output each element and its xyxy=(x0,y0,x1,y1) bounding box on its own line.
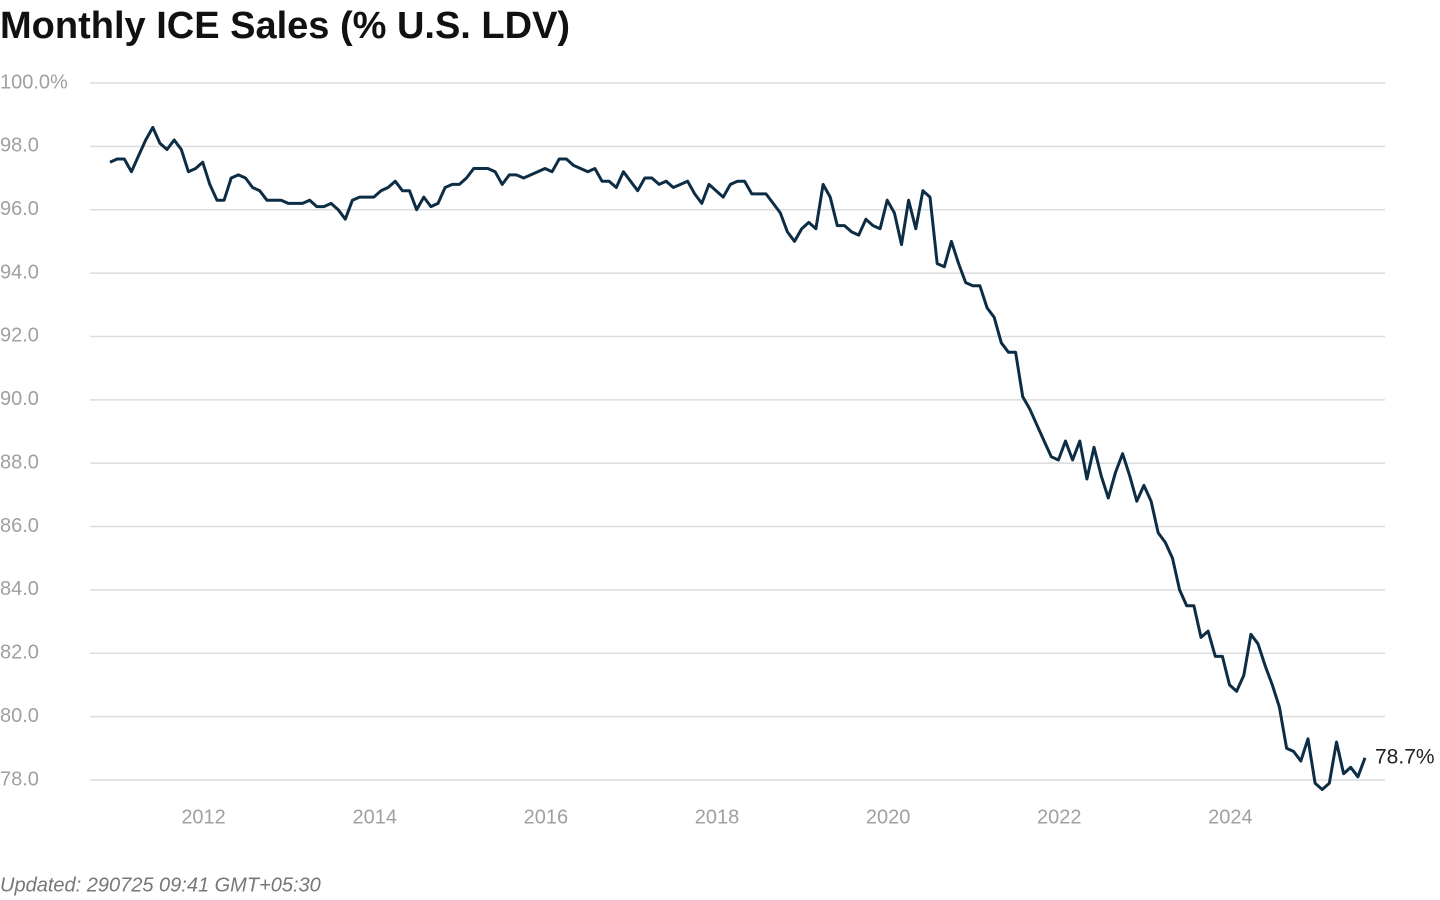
x-tick-label: 2020 xyxy=(866,806,911,828)
y-tick-label: 78.0 xyxy=(0,768,39,790)
y-tick-label: 88.0 xyxy=(0,451,39,473)
y-tick-label: 100.0% xyxy=(0,71,68,93)
x-tick-label: 2014 xyxy=(352,806,397,828)
y-tick-label: 82.0 xyxy=(0,642,39,664)
y-tick-label: 80.0 xyxy=(0,705,39,727)
x-tick-label: 2024 xyxy=(1208,806,1253,828)
data-label: 78.7% xyxy=(1375,745,1435,768)
x-tick-label: 2016 xyxy=(524,806,569,828)
y-tick-label: 90.0 xyxy=(0,388,39,410)
chart-title: Monthly ICE Sales (% U.S. LDV) xyxy=(0,5,570,47)
x-tick-label: 2022 xyxy=(1037,806,1082,828)
y-tick-label: 84.0 xyxy=(0,578,39,600)
y-tick-label: 86.0 xyxy=(0,515,39,537)
line xyxy=(109,125,1367,791)
y-tick-label: 98.0 xyxy=(0,135,39,157)
y-tick-label: 94.0 xyxy=(0,261,39,283)
x-tick-label: 2012 xyxy=(181,806,226,828)
y-tick-label: 96.0 xyxy=(0,198,39,220)
y-tick-label: 92.0 xyxy=(0,325,39,347)
x-tick-label: 2018 xyxy=(695,806,740,828)
footer: Updated: 290725 09:41 GMT+05:30 xyxy=(0,874,321,896)
